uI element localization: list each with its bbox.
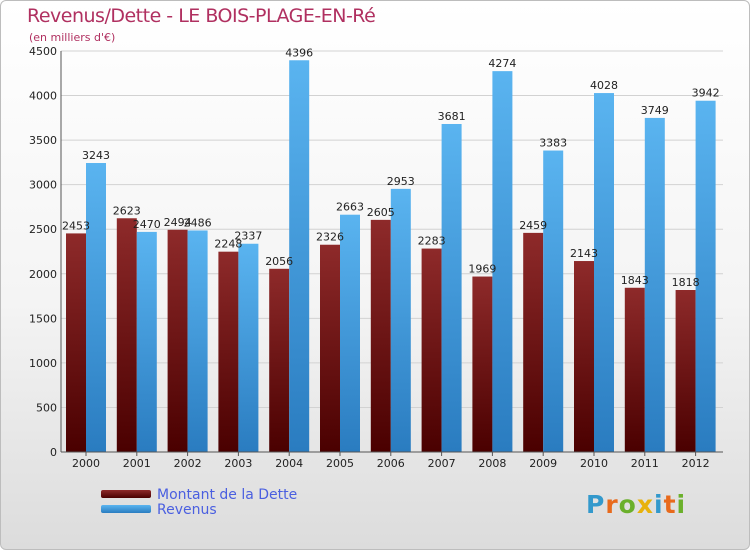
proxiti-logo: Proxiti — [586, 490, 686, 519]
bar-dette — [167, 229, 188, 452]
logo-letter: P — [586, 490, 606, 519]
bar-dette — [523, 232, 544, 452]
x-tick-label: 2012 — [682, 457, 710, 470]
data-label-revenus: 4274 — [488, 57, 516, 70]
data-label-revenus: 3749 — [641, 104, 669, 117]
chart-title: Revenus/Dette - LE BOIS-PLAGE-EN-Ré — [27, 5, 376, 27]
data-label-revenus: 3681 — [438, 110, 466, 123]
legend-label-dette: Montant de la Dette — [157, 487, 298, 503]
bar-dette — [472, 276, 493, 452]
bar-revenus — [136, 231, 157, 452]
data-label-revenus: 3383 — [539, 137, 567, 150]
x-tick-label: 2003 — [224, 457, 252, 470]
x-tick-label: 2002 — [174, 457, 202, 470]
bar-dette — [66, 233, 86, 452]
bar-revenus — [187, 230, 208, 452]
bar-revenus — [594, 93, 614, 452]
bar-dette — [675, 289, 696, 452]
data-label-revenus: 4028 — [590, 79, 618, 92]
y-tick-label: 4000 — [29, 90, 57, 103]
data-label-dette: 1969 — [468, 263, 496, 276]
x-tick-label: 2000 — [72, 457, 100, 470]
x-tick-label: 2010 — [580, 457, 608, 470]
y-tick-label: 1000 — [29, 357, 57, 370]
data-label-dette: 2605 — [367, 206, 395, 219]
bar-dette — [116, 218, 137, 452]
logo-letter: i — [676, 490, 687, 519]
x-tick-label: 2001 — [123, 457, 151, 470]
logo-letter: i — [654, 490, 664, 519]
bar-dette — [320, 244, 340, 452]
data-label-revenus: 4396 — [285, 46, 313, 59]
legend-swatch-dette — [101, 490, 151, 498]
bar-revenus — [543, 150, 564, 452]
data-label-revenus: 2337 — [234, 230, 262, 243]
bar-revenus — [238, 243, 259, 452]
data-label-dette: 2453 — [62, 219, 90, 232]
data-label-revenus: 2953 — [387, 175, 415, 188]
y-tick-label: 1500 — [29, 312, 57, 325]
axes: 0 500 1000 1500 2000 2500 3000 3500 4000 4500 2000… — [29, 45, 723, 470]
data-label-dette: 1843 — [621, 274, 649, 287]
data-label-dette: 2326 — [316, 231, 344, 244]
data-label-revenus: 3942 — [692, 87, 720, 100]
bar-revenus — [695, 100, 716, 452]
legend-swatch-revenus — [101, 505, 151, 513]
data-label-revenus: 2663 — [336, 201, 364, 214]
bar-revenus — [289, 60, 310, 453]
x-tick-label: 2011 — [631, 457, 659, 470]
bar-revenus — [86, 163, 106, 452]
bar-dette — [370, 219, 391, 452]
data-label-dette: 2494 — [164, 216, 192, 229]
bar-revenus — [492, 71, 513, 453]
data-label-dette: 1818 — [672, 276, 700, 289]
bar-revenus — [441, 123, 462, 453]
data-label-dette: 2623 — [113, 204, 141, 217]
bar-dette — [574, 261, 594, 452]
data-label-dette: 2248 — [214, 238, 242, 251]
logo-letter: r — [605, 490, 619, 519]
logo-letter: t — [663, 490, 677, 519]
x-tick-label: 2004 — [275, 457, 303, 470]
x-tick-label: 2007 — [428, 457, 456, 470]
x-tick-label: 2008 — [478, 457, 506, 470]
x-tick-label: 2009 — [529, 457, 557, 470]
bars — [66, 60, 716, 453]
bar-dette — [218, 251, 239, 452]
y-tick-label: 4500 — [29, 45, 57, 58]
logo-letter: o — [618, 490, 637, 519]
data-label-revenus: 3243 — [82, 149, 110, 162]
bar-revenus — [644, 117, 665, 452]
y-tick-label: 3000 — [29, 179, 57, 192]
x-tick-label: 2006 — [377, 457, 405, 470]
y-tick-label: 2500 — [29, 223, 57, 236]
y-tick-label: 3500 — [29, 134, 57, 147]
y-tick-label: 0 — [50, 446, 57, 459]
data-label-revenus: 2470 — [133, 218, 161, 231]
x-tick-label: 2005 — [326, 457, 354, 470]
data-label-dette: 2459 — [519, 219, 547, 232]
data-label-dette: 2143 — [570, 247, 598, 260]
legend-label-revenus: Revenus — [157, 502, 217, 518]
logo-letter: x — [636, 490, 654, 519]
bar-dette — [269, 268, 290, 452]
chart-subtitle: (en milliers d'€) — [29, 31, 116, 44]
bar-revenus — [390, 188, 411, 452]
bar-revenus — [340, 214, 360, 452]
y-tick-label: 2000 — [29, 268, 57, 281]
bar-dette — [421, 248, 442, 452]
data-label-dette: 2283 — [418, 235, 446, 248]
data-label-revenus: 2486 — [184, 216, 212, 229]
data-label-dette: 2056 — [265, 255, 293, 268]
y-tick-label: 500 — [36, 401, 57, 414]
bar-dette — [624, 287, 645, 452]
